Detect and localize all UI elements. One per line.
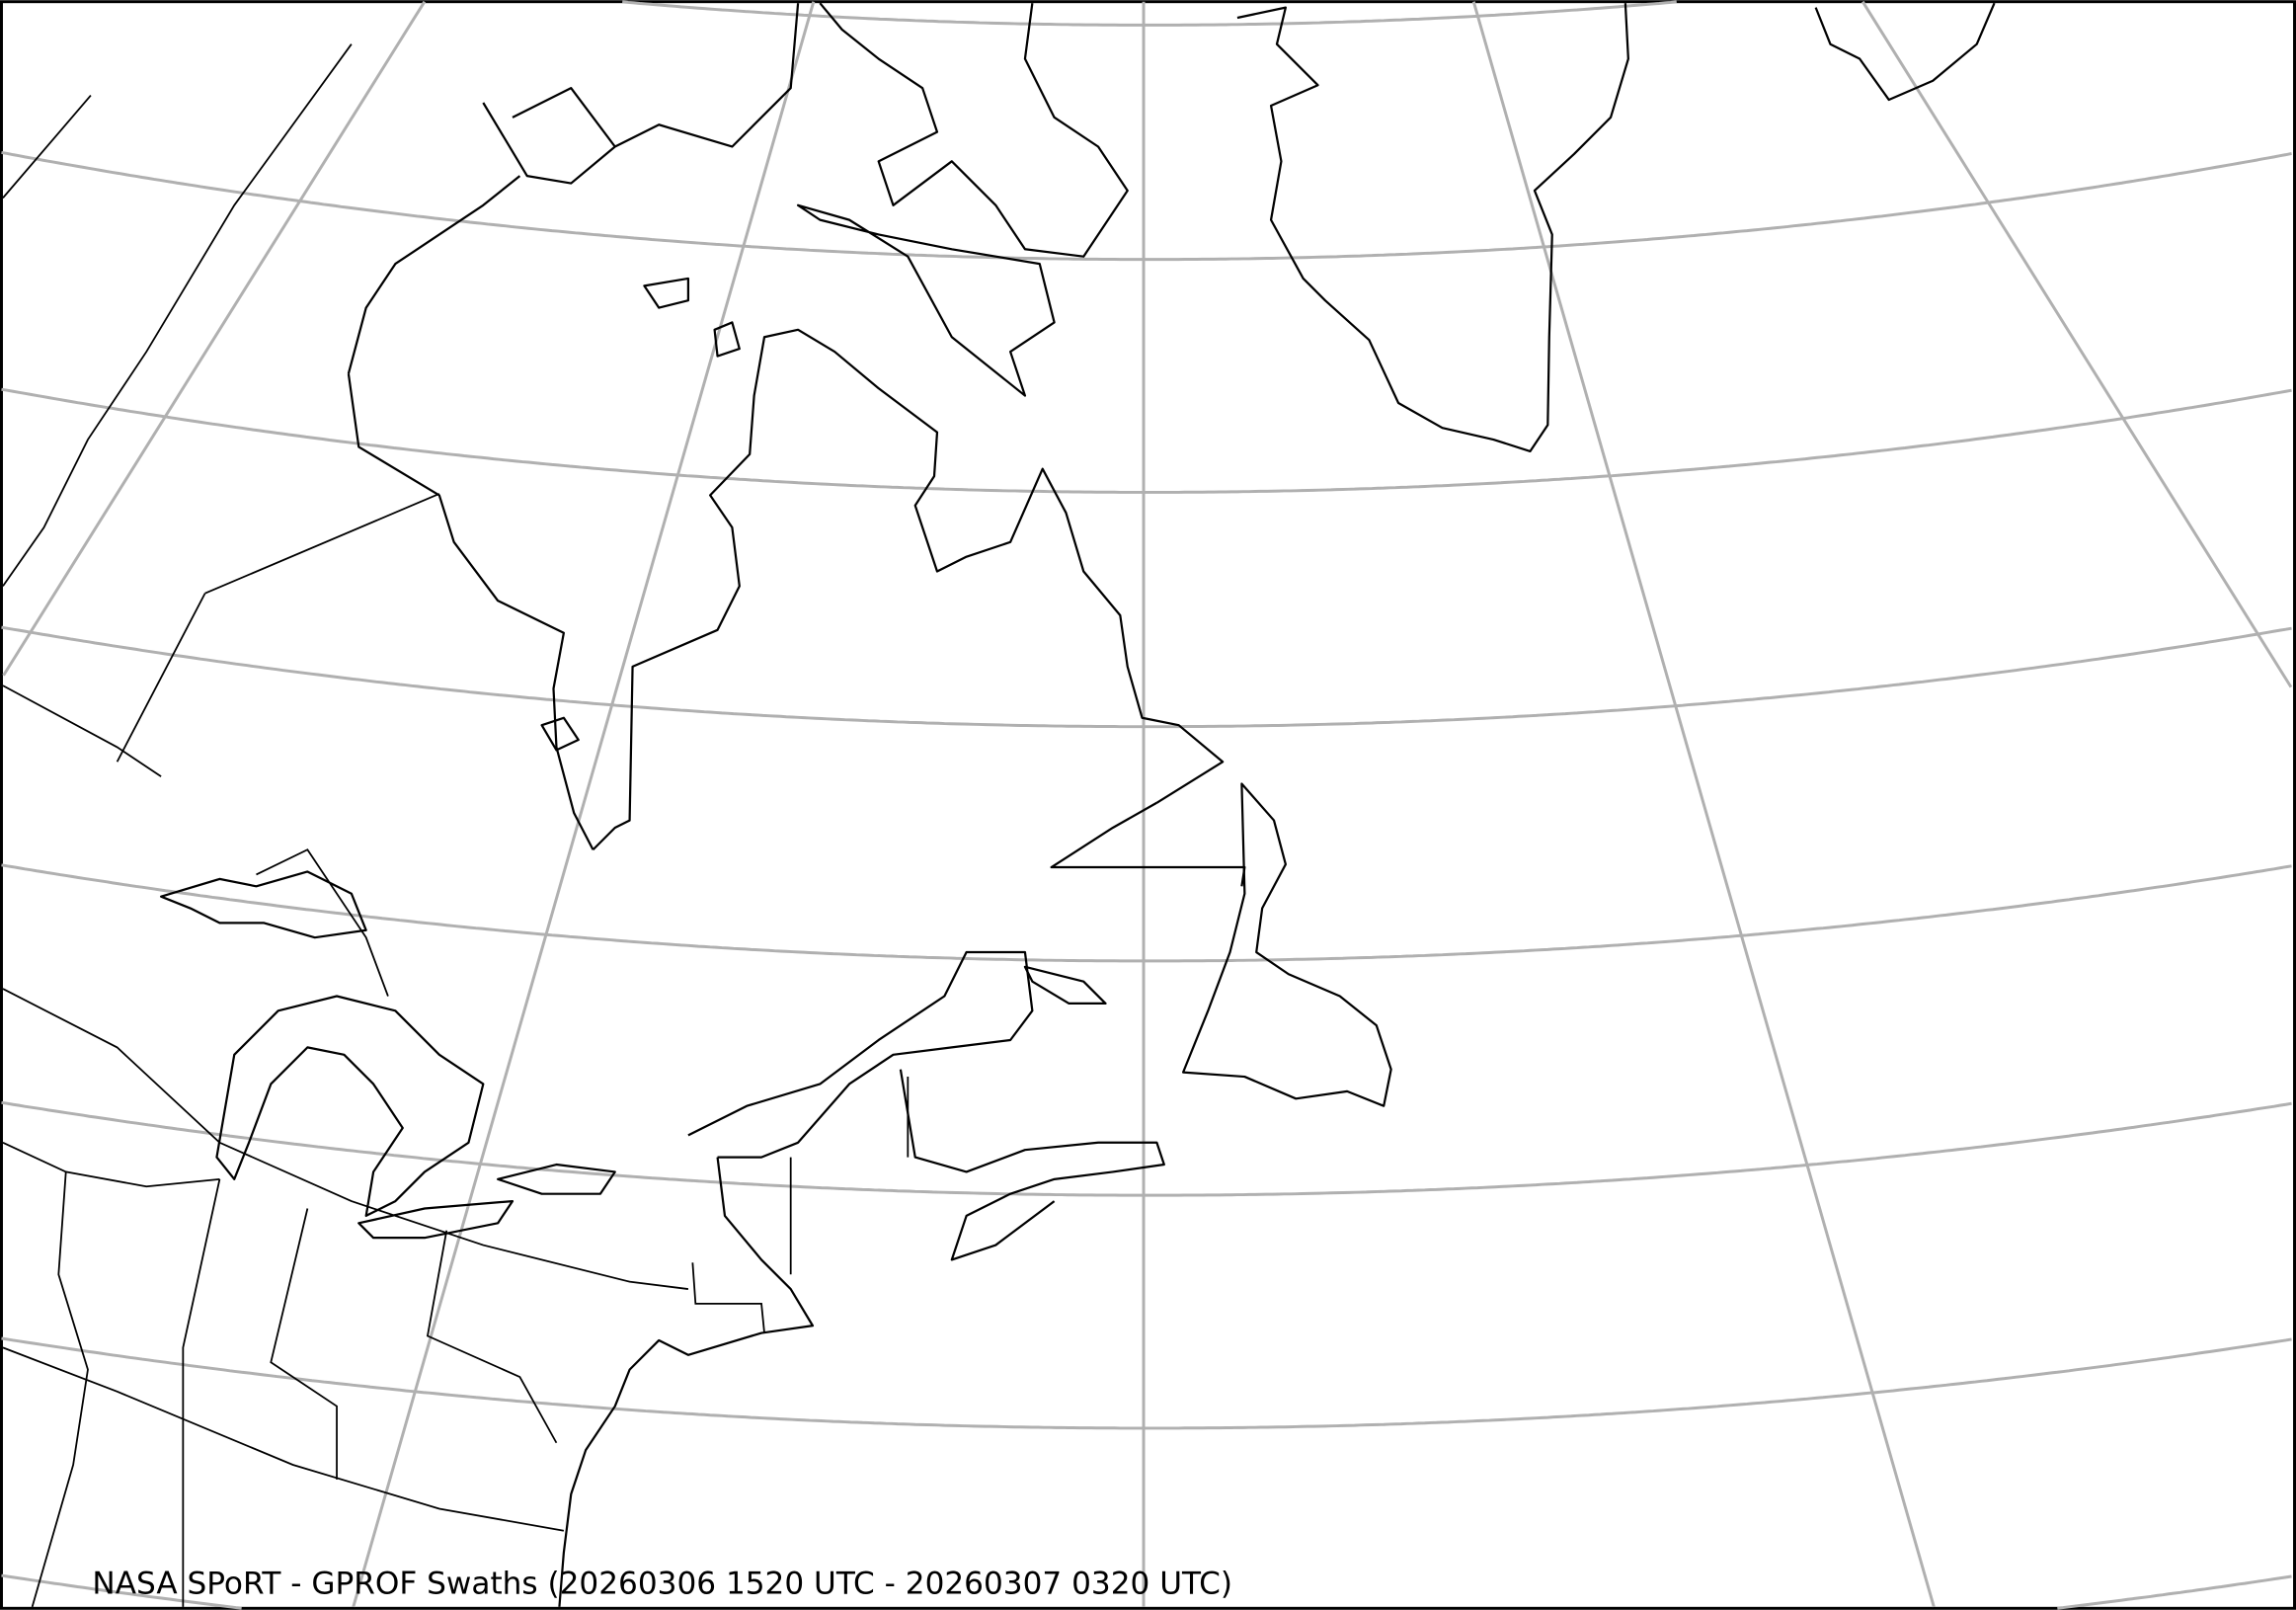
boundary-line <box>204 493 440 595</box>
parallel-line <box>1 1573 2292 1610</box>
boundary-line <box>2 95 92 199</box>
lake-erie-ontario <box>357 1163 616 1240</box>
greenland-coast <box>1236 3 1629 453</box>
boundary-line <box>2 1346 565 1532</box>
meridian-line <box>2 0 427 677</box>
boundary-line <box>2 43 353 587</box>
boundary-line <box>256 848 389 997</box>
gaspe-st-lawrence-coast <box>687 950 1034 1159</box>
map-title: NASA SPoRT - GPROF Swaths (20260306 1520… <box>92 1566 1232 1601</box>
lake-michigan-huron <box>215 995 485 1218</box>
boundary-line <box>116 593 206 763</box>
boundary-line <box>691 1262 765 1333</box>
lake-superior <box>159 870 367 939</box>
us-northeast-coast <box>558 1157 815 1607</box>
meridian-line <box>352 1 816 1608</box>
parallel-line <box>1 150 2292 262</box>
boundary-line <box>270 1208 338 1480</box>
meridian-line <box>1861 0 2293 688</box>
southampton-coast <box>797 203 1056 397</box>
anticosti-island <box>1023 965 1107 1006</box>
boundary-line <box>2 988 689 1290</box>
boundary-line <box>2 1141 220 1188</box>
boundary-line <box>31 1171 89 1608</box>
maritimes-coast <box>899 1069 1165 1261</box>
political-boundaries <box>2 43 910 1608</box>
parallel-line <box>1 387 2292 494</box>
greenland-east-coast <box>1814 2 1996 102</box>
coastlines <box>159 2 1996 1607</box>
hudson-bay-islands <box>540 277 741 752</box>
parallel-line <box>1 1336 2292 1430</box>
parallel-line <box>1 625 2292 729</box>
quebec-labrador-coast <box>592 328 1225 851</box>
parallel-line <box>1 1100 2292 1197</box>
parallel-line <box>1 863 2292 963</box>
newfoundland-coast <box>1181 782 1392 1107</box>
boundary-line <box>182 1178 221 1607</box>
boundary-line <box>2 684 162 777</box>
boundary-line <box>426 1230 558 1444</box>
baffin-island-coast <box>819 2 1129 258</box>
hudson-bay-west-coast <box>347 3 800 850</box>
